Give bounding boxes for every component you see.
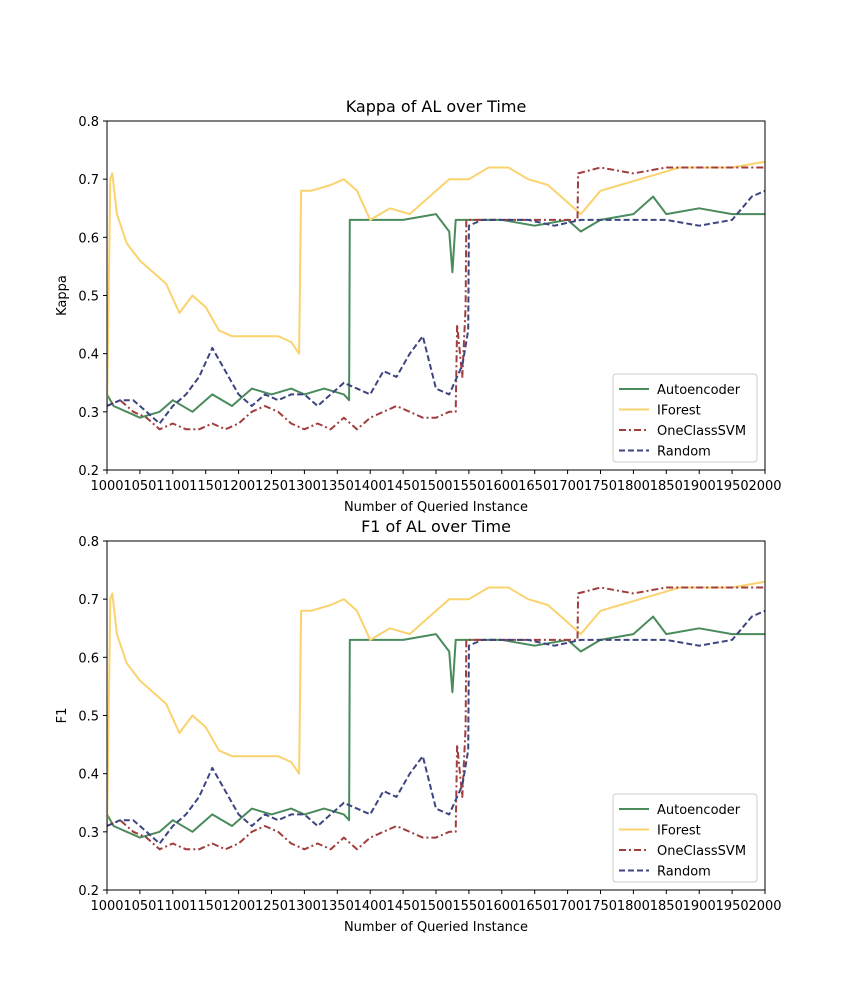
legend-label: Random: [657, 445, 711, 460]
x-tick-label: 1350: [321, 899, 354, 914]
y-axis-label: F1: [55, 708, 70, 724]
y-tick-label: 0.6: [78, 651, 99, 666]
x-tick-label: 1900: [683, 479, 716, 494]
y-tick-label: 0.5: [78, 710, 99, 725]
series-group: [107, 160, 765, 431]
x-tick-label: 1750: [584, 899, 617, 914]
y-tick-label: 0.3: [78, 406, 99, 421]
y-tick-label: 0.4: [78, 768, 99, 783]
x-tick-label: 2000: [748, 899, 781, 914]
series-line-oneclasssvm: [107, 166, 765, 431]
series-group: [107, 580, 765, 851]
x-tick-label: 1850: [650, 479, 683, 494]
x-axis-label: Number of Queried Instance: [344, 920, 528, 935]
y-tick-label: 0.3: [78, 826, 99, 841]
legend-label: IForest: [657, 404, 701, 419]
y-tick-label: 0.2: [78, 884, 99, 899]
x-tick-label: 1100: [156, 479, 189, 494]
y-tick-label: 0.5: [78, 290, 99, 305]
x-tick-label: 1800: [617, 479, 650, 494]
x-tick-label: 1450: [387, 899, 420, 914]
chart-title: F1 of AL over Time: [361, 517, 511, 536]
x-tick-label: 1050: [123, 899, 156, 914]
x-tick-label: 1950: [716, 899, 749, 914]
x-tick-label: 1000: [90, 479, 123, 494]
x-tick-label: 1700: [551, 479, 584, 494]
series-line-iforest: [107, 160, 765, 412]
x-tick-label: 1000: [90, 899, 123, 914]
legend-box: [612, 373, 758, 463]
x-tick-label: 1550: [452, 479, 485, 494]
legend-label: Autoencoder: [657, 803, 741, 818]
x-tick-label: 1250: [255, 899, 288, 914]
x-tick-label: 1400: [354, 899, 387, 914]
series-line-oneclasssvm: [107, 586, 765, 851]
x-tick-label: 1800: [617, 899, 650, 914]
legend: Autoencoder IForest OneClassSVM Random: [612, 373, 758, 463]
chart-panel-1: 1000 1050 1100 1150 1200 1250 1300 1350 1400 1450…: [55, 517, 782, 935]
y-tick-label: 0.7: [78, 173, 99, 188]
x-tick-label: 1500: [419, 479, 452, 494]
x-axis-label: Number of Queried Instance: [344, 500, 528, 515]
legend-box: [612, 793, 758, 883]
x-tick-label: 1950: [716, 479, 749, 494]
x-tick-label: 1150: [189, 899, 222, 914]
chart-title: Kappa of AL over Time: [346, 97, 527, 116]
x-tick-label: 1200: [222, 899, 255, 914]
legend-label: Random: [657, 865, 711, 880]
x-tick-label: 1300: [288, 479, 321, 494]
x-tick-label: 1500: [419, 899, 452, 914]
legend-label: Autoencoder: [657, 383, 741, 398]
x-tick-label: 1350: [321, 479, 354, 494]
legend-label: OneClassSVM: [657, 424, 746, 439]
y-tick-label: 0.6: [78, 231, 99, 246]
series-line-random: [107, 189, 765, 425]
x-tick-label: 1750: [584, 479, 617, 494]
x-tick-label: 1900: [683, 899, 716, 914]
series-line-random: [107, 609, 765, 845]
x-tick-label: 1700: [551, 899, 584, 914]
x-tick-label: 1050: [123, 479, 156, 494]
x-tick-label: 1600: [485, 899, 518, 914]
x-tick-label: 1850: [650, 899, 683, 914]
x-tick-label: 1200: [222, 479, 255, 494]
x-tick-label: 2000: [748, 479, 781, 494]
x-tick-label: 1400: [354, 479, 387, 494]
x-tick-label: 1250: [255, 479, 288, 494]
legend: Autoencoder IForest OneClassSVM Random: [612, 793, 758, 883]
x-tick-label: 1650: [518, 899, 551, 914]
y-tick-label: 0.8: [78, 115, 99, 130]
x-tick-label: 1450: [387, 479, 420, 494]
y-tick-label: 0.8: [78, 535, 99, 550]
legend-label: OneClassSVM: [657, 844, 746, 859]
y-tick-label: 0.7: [78, 593, 99, 608]
x-tick-label: 1300: [288, 899, 321, 914]
x-tick-label: 1150: [189, 479, 222, 494]
x-tick-label: 1600: [485, 479, 518, 494]
chart-panel-0: 1000 1050 1100 1150 1200 1250 1300 1350 1400 1450…: [55, 97, 782, 515]
y-tick-label: 0.4: [78, 348, 99, 363]
y-tick-label: 0.2: [78, 464, 99, 479]
legend-label: IForest: [657, 824, 701, 839]
y-axis-label: Kappa: [55, 275, 70, 316]
x-tick-label: 1100: [156, 899, 189, 914]
series-line-iforest: [107, 580, 765, 832]
x-tick-label: 1550: [452, 899, 485, 914]
x-tick-label: 1650: [518, 479, 551, 494]
